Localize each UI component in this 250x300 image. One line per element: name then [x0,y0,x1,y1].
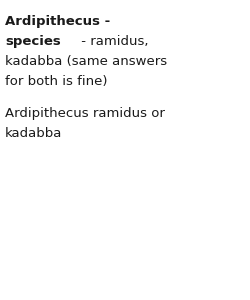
Text: for both is fine): for both is fine) [5,75,108,88]
Text: kadabba: kadabba [5,127,62,140]
Text: Ardipithecus ramidus or: Ardipithecus ramidus or [5,107,165,120]
Text: Ardipithecus -: Ardipithecus - [5,15,115,28]
Text: species: species [5,35,61,48]
Text: kadabba (same answers: kadabba (same answers [5,55,167,68]
Text: - ramidus,: - ramidus, [77,35,148,48]
